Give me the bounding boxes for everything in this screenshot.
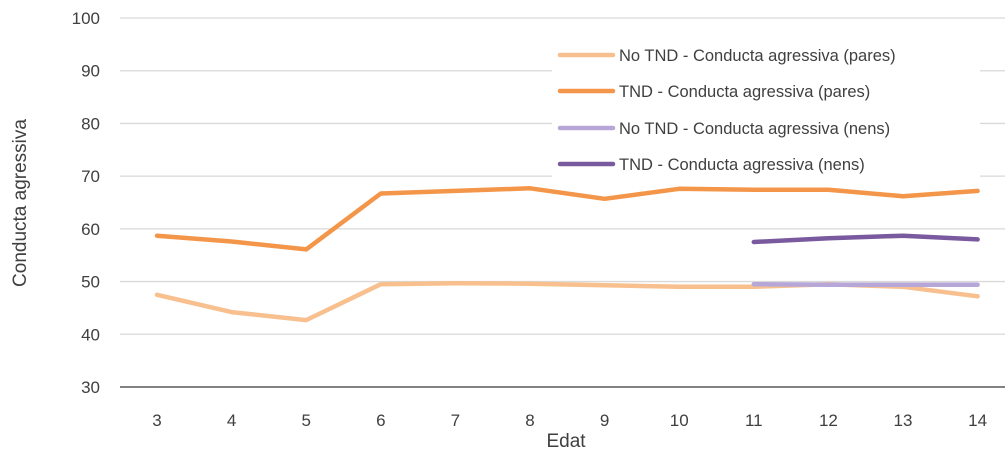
x-tick-label: 6 (376, 411, 385, 430)
legend-background (552, 38, 980, 181)
y-tick-label: 40 (81, 325, 100, 344)
y-tick-label: 90 (81, 62, 100, 81)
y-axis-title: Conducta agressiva (10, 119, 31, 287)
x-tick-label: 7 (451, 411, 460, 430)
series-line-4 (751, 233, 980, 245)
x-tick-label: 13 (894, 411, 913, 430)
legend: No TND - Conducta agressiva (pares) TND -… (552, 38, 980, 181)
y-tick-label: 60 (81, 220, 100, 239)
legend-label: No TND - Conducta agressiva (nens) (619, 120, 890, 138)
series-line-3 (751, 281, 980, 287)
x-tick-label: 9 (600, 411, 609, 430)
y-tick-label: 70 (81, 167, 100, 186)
legend-label: TND - Conducta agressiva (nens) (619, 156, 865, 174)
x-tick-label: 10 (670, 411, 689, 430)
x-axis-tick-labels: 3 4 5 6 7 8 9 10 11 12 13 14 (152, 411, 987, 430)
y-tick-label: 80 (81, 114, 100, 133)
x-axis-title: Edat (546, 431, 586, 452)
legend-label: TND - Conducta agressiva (pares) (619, 83, 870, 101)
x-tick-label: 11 (745, 411, 763, 430)
x-tick-label: 14 (968, 411, 987, 430)
x-tick-label: 8 (525, 411, 534, 430)
x-tick-label: 4 (227, 411, 236, 430)
y-tick-label: 30 (81, 378, 100, 397)
x-tick-label: 12 (819, 411, 838, 430)
series-line-1 (154, 280, 980, 323)
x-tick-label: 5 (301, 411, 310, 430)
series-line-2 (154, 186, 980, 252)
y-tick-label: 100 (72, 9, 100, 28)
x-tick-label: 3 (152, 411, 161, 430)
y-tick-label: 50 (81, 273, 100, 292)
y-axis-tick-labels: 30 40 50 60 70 80 90 100 (72, 9, 100, 397)
series-lines (154, 186, 980, 323)
legend-label: No TND - Conducta agressiva (pares) (619, 47, 896, 65)
